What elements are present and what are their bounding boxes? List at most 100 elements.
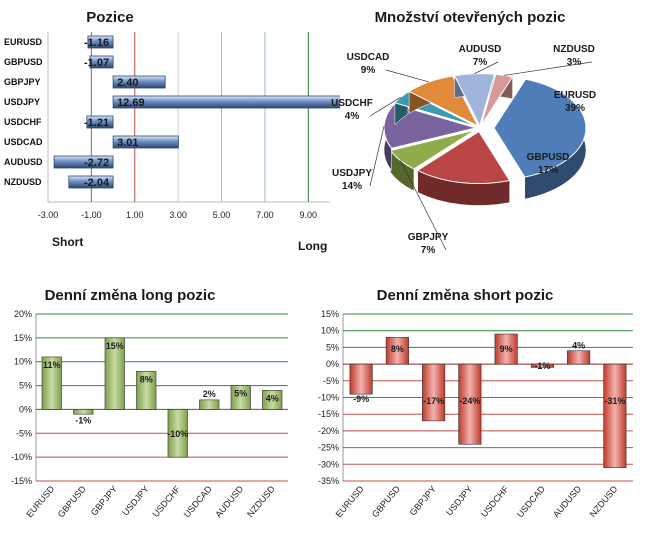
- pie-label: EURUSD 39%: [554, 90, 596, 114]
- data-label: 8%: [391, 344, 404, 354]
- category-label: NZDUSD: [245, 483, 277, 519]
- bar: [262, 390, 283, 410]
- category-label: NZDUSD: [4, 177, 42, 187]
- leader-line: [385, 69, 430, 83]
- tick-label: -15%: [318, 409, 339, 419]
- slice-name: GBPUSD: [527, 152, 570, 163]
- bar: [53, 155, 114, 169]
- data-label: 9%: [500, 344, 513, 354]
- data-label: -24%: [459, 396, 480, 406]
- bar: [349, 363, 373, 395]
- tick-label: -15%: [11, 476, 32, 486]
- category-label: GBPJPY: [4, 77, 41, 87]
- data-label: -9%: [353, 394, 369, 404]
- data-label: -1.07: [84, 57, 109, 69]
- bar: [385, 337, 409, 365]
- bar: [73, 409, 94, 415]
- pie-label: AUDUSD 7%: [459, 44, 502, 68]
- pie-label: GBPJPY 7%: [408, 232, 449, 256]
- tick-label: 5.00: [213, 210, 231, 220]
- data-label: 3.01: [117, 137, 138, 149]
- slice-name: USDCHF: [331, 98, 373, 109]
- chart-title: Pozice: [86, 9, 134, 26]
- data-label: 4%: [266, 393, 279, 403]
- data-label: -1%: [534, 361, 550, 371]
- category-label: EURUSD: [4, 37, 43, 47]
- bar: [530, 363, 554, 368]
- long-label: Long: [298, 239, 327, 253]
- bar: [104, 337, 125, 410]
- category-label: AUDUSD: [551, 483, 583, 519]
- bar: [422, 363, 446, 422]
- pie-label: GBPUSD 17%: [527, 152, 570, 176]
- pozice-chart: Pozice Short Long -3.00 -1.00 1.00 3.00 5.00…: [0, 0, 340, 262]
- category-label: USDJPY: [120, 484, 150, 518]
- pie-slice: [453, 73, 496, 127]
- pie-slice: [416, 130, 511, 185]
- slice-percent: 4%: [345, 111, 360, 122]
- category-label: EURUSD: [24, 483, 56, 519]
- long-chart-svg: Denní změna long pozic -15% -10% -5% 0% 5% 10…: [11, 287, 288, 519]
- bar: [567, 350, 591, 365]
- category-label: GBPJPY: [89, 484, 119, 518]
- tick-label: 15%: [321, 309, 339, 319]
- pie-label: USDJPY 14%: [332, 168, 372, 192]
- tick-label: -5%: [16, 428, 32, 438]
- data-label: 11%: [43, 360, 61, 370]
- short-chart-svg: Denní změna short pozic -35% -30% -25% -20%…: [318, 287, 633, 519]
- tick-label: 10%: [321, 326, 339, 336]
- chart-title: Denní změna short pozic: [377, 287, 554, 304]
- bar: [603, 363, 627, 468]
- slice-percent: 39%: [565, 103, 585, 114]
- mnozstvi-pie-chart: Množství otevřených pozic EURUSD 39% GBPUS…: [330, 0, 649, 262]
- tick-label: 5%: [326, 342, 339, 352]
- slice-percent: 7%: [473, 57, 488, 68]
- data-label: 4%: [572, 341, 585, 351]
- category-label: USDCHF: [4, 117, 42, 127]
- tick-label: 0%: [326, 359, 339, 369]
- data-label: 15%: [106, 341, 124, 351]
- category-label: USDJPY: [444, 484, 474, 518]
- bar: [87, 35, 114, 49]
- slice-name: EURUSD: [554, 90, 596, 101]
- data-label: 12.69: [117, 97, 145, 109]
- category-label: NZDUSD: [588, 483, 620, 519]
- bar: [41, 356, 62, 410]
- short-change-chart: Denní změna short pozic -35% -30% -25% -20%…: [305, 280, 649, 539]
- pie-slice: [493, 78, 587, 178]
- data-label: -1.21: [84, 117, 109, 129]
- tick-label: 1.00: [126, 210, 144, 220]
- leader-line: [504, 61, 593, 76]
- pie-slice: [480, 73, 514, 126]
- category-label: GBPUSD: [4, 57, 43, 67]
- category-label: AUDUSD: [213, 483, 245, 519]
- slice-name: NZDUSD: [553, 44, 595, 55]
- slice-percent: 14%: [342, 181, 362, 192]
- data-label: -2.04: [84, 177, 110, 189]
- category-label: USDCAD: [515, 483, 547, 519]
- tick-label: 7.00: [256, 210, 274, 220]
- data-label: -31%: [604, 396, 625, 406]
- tick-label: -3.00: [38, 210, 59, 220]
- category-label: USDJPY: [4, 97, 40, 107]
- short-label: Short: [52, 235, 83, 249]
- tick-label: 3.00: [169, 210, 187, 220]
- category-label: AUDUSD: [4, 157, 43, 167]
- tick-label: -1.00: [81, 210, 102, 220]
- leader-line: [400, 160, 447, 251]
- tick-label: -25%: [318, 443, 339, 453]
- data-label: 5%: [234, 389, 247, 399]
- slice-name: GBPJPY: [408, 232, 449, 243]
- category-label: EURUSD: [334, 483, 366, 519]
- pie-label: NZDUSD 3%: [553, 44, 595, 68]
- data-label: -10%: [167, 429, 188, 439]
- leader-line: [369, 125, 385, 187]
- data-label: 2.40: [117, 77, 138, 89]
- leader-line: [474, 61, 499, 75]
- bar: [112, 95, 340, 109]
- pie-slice: [383, 103, 478, 149]
- bar: [112, 75, 166, 89]
- data-label: -17%: [423, 396, 444, 406]
- slice-name: AUDUSD: [459, 44, 502, 55]
- leader-line: [369, 96, 402, 117]
